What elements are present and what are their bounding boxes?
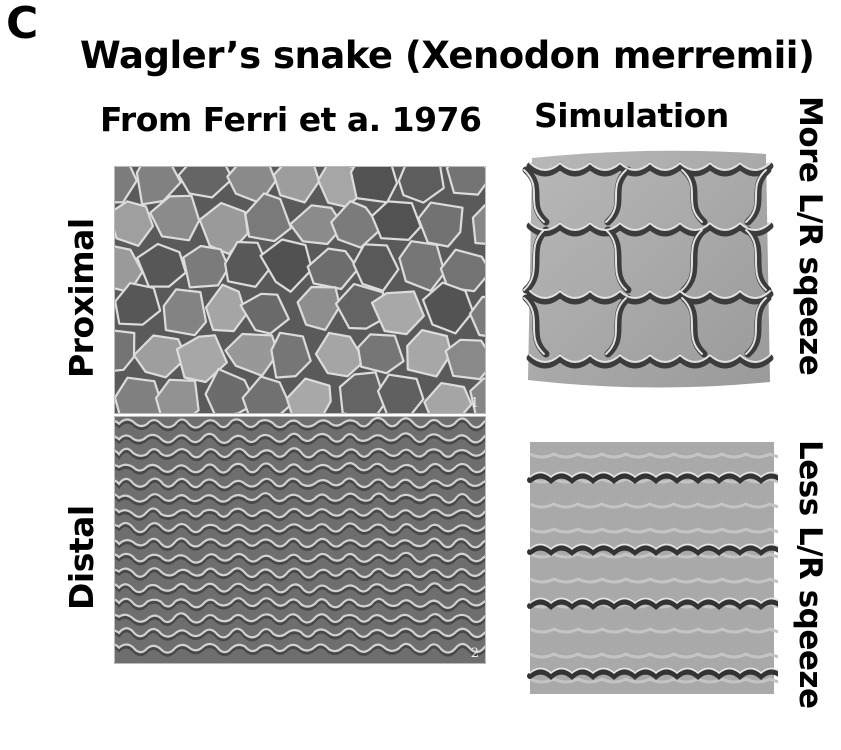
simulation-top-render	[522, 150, 774, 388]
distal-wrinkle-waves	[115, 417, 485, 657]
photo-number-distal: 2	[470, 646, 479, 661]
simulation-top-highlights	[523, 161, 771, 363]
simulation-bottom-highlights	[529, 471, 778, 675]
simulation-bottom-faint-waves	[529, 452, 778, 684]
proximal-photo: 1	[114, 166, 486, 414]
distal-photo: 2	[114, 416, 486, 664]
right-column-heading: Simulation	[534, 96, 729, 135]
photo-number-proximal: 1	[470, 396, 479, 411]
proximal-scale-cells	[115, 167, 485, 413]
simulation-top-ridges	[522, 161, 774, 369]
simulation-more-squeeze	[518, 144, 780, 394]
panel-letter: C	[6, 0, 39, 49]
simulation-less-squeeze	[526, 440, 778, 696]
proximal-photo-texture	[115, 167, 485, 413]
sim-label-less-squeeze: Less L/R sqeeze	[792, 440, 828, 709]
simulation-bottom-render	[527, 442, 778, 694]
simulation-bottom-ridges	[527, 472, 778, 680]
row-label-distal: Distal	[62, 505, 101, 610]
row-label-proximal: Proximal	[62, 218, 101, 378]
sim-label-more-squeeze: More L/R sqeeze	[792, 96, 828, 376]
distal-photo-texture	[115, 417, 485, 663]
left-column-heading: From Ferri et a. 1976	[100, 100, 482, 139]
figure-title: Wagler’s snake (Xenodon merremii)	[80, 34, 815, 77]
